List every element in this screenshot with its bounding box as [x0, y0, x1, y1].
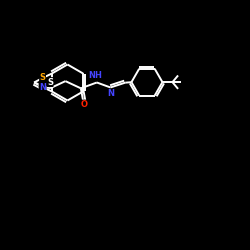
- Text: N: N: [39, 82, 46, 92]
- Text: N: N: [107, 90, 114, 98]
- Text: NH: NH: [89, 72, 102, 80]
- Text: O: O: [80, 100, 87, 109]
- Text: S: S: [47, 78, 53, 86]
- Text: S: S: [40, 74, 46, 82]
